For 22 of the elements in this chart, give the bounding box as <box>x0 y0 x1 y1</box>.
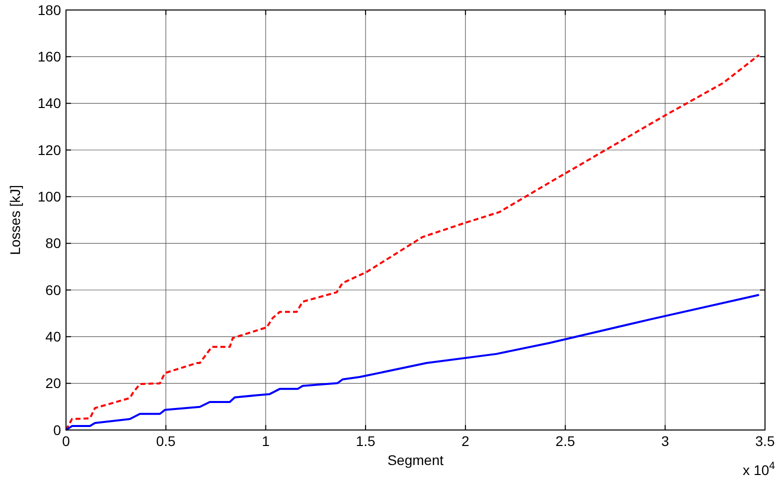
x-tick-label: 2.5 <box>556 433 576 449</box>
y-tick-label: 180 <box>38 2 62 18</box>
x-tick-label: 1.5 <box>356 433 376 449</box>
y-tick-label: 80 <box>45 235 62 252</box>
y-tick-label: 120 <box>38 142 62 158</box>
text: x 10$^{4}$ <box>742 460 776 478</box>
y-tick-label: 60 <box>45 282 62 298</box>
y-tick-label: 0 <box>53 422 62 438</box>
x-tick-label: 1 <box>262 433 270 449</box>
y-tick-label: 20 <box>45 375 62 392</box>
y-tick-label: 100 <box>38 188 62 205</box>
x-axis-title: Segment <box>387 452 444 468</box>
x-tick-label: 0.5 <box>156 433 176 449</box>
x-tick-label: 3.5 <box>755 433 775 449</box>
x-tick-label: 3 <box>661 433 670 449</box>
y-tick-label: 40 <box>45 328 62 345</box>
x-tick-label: 2 <box>462 433 470 449</box>
line-series <box>65 294 760 431</box>
y-tick-label: 140 <box>38 95 62 112</box>
y-axis-title: Losses [kJ] <box>7 184 23 256</box>
y-tick-label: 160 <box>38 48 62 65</box>
line-series <box>65 54 760 431</box>
